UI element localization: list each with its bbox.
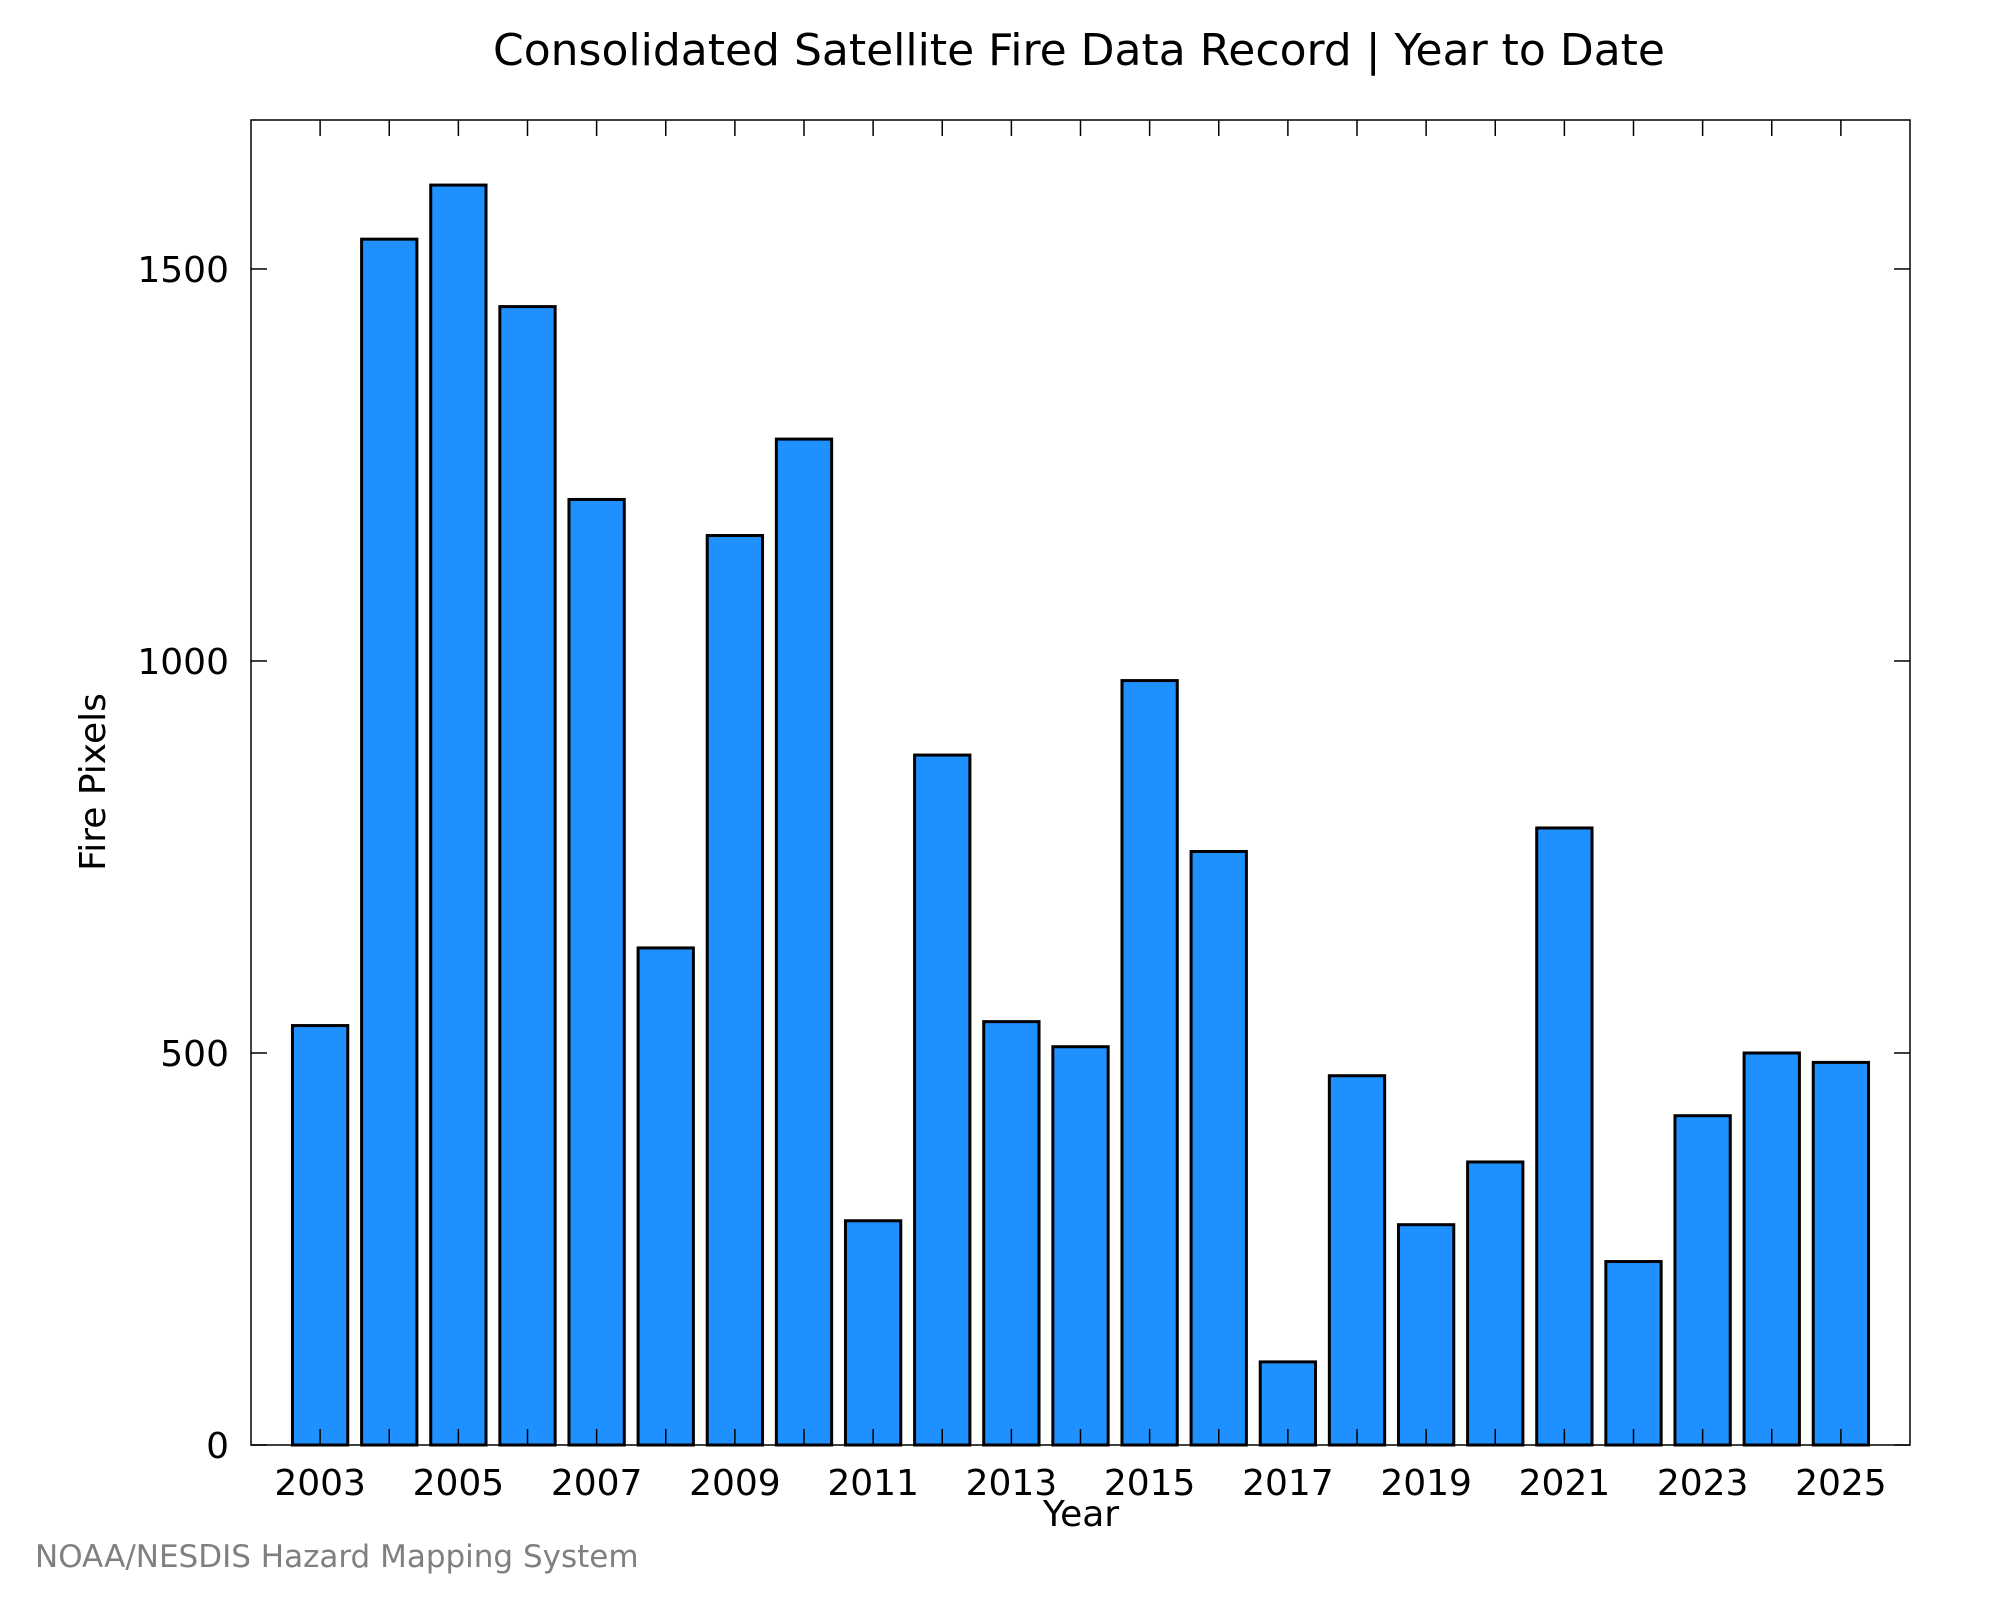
source-credit: NOAA/NESDIS Hazard Mapping System <box>35 1539 639 1575</box>
bar-2007 <box>567 497 626 1447</box>
y-tick-label-0: 0 <box>206 1426 229 1467</box>
bar-2021 <box>1535 826 1594 1447</box>
y-tick-label-500: 500 <box>160 1034 229 1075</box>
y-tick-label-1500: 1500 <box>137 250 229 291</box>
x-tick-label-2007: 2007 <box>551 1463 643 1504</box>
x-tick-label-2025: 2025 <box>1795 1463 1887 1504</box>
x-tick-label-2011: 2011 <box>827 1463 919 1504</box>
bar-2024 <box>1742 1051 1801 1447</box>
bar-2016 <box>1189 849 1248 1447</box>
x-tick-label-2023: 2023 <box>1657 1463 1749 1504</box>
bar-2015 <box>1120 679 1179 1447</box>
bars-group <box>290 183 1871 1447</box>
bar-2022 <box>1604 1260 1663 1447</box>
x-tick-label-2013: 2013 <box>966 1463 1058 1504</box>
bar-2004 <box>360 237 419 1447</box>
x-tick-label-2021: 2021 <box>1519 1463 1611 1504</box>
bar-2009 <box>705 534 765 1447</box>
bar-2010 <box>774 437 834 1447</box>
bar-2025 <box>1811 1060 1871 1447</box>
bar-2014 <box>1051 1045 1110 1447</box>
bar-2008 <box>636 946 695 1447</box>
x-tick-label-2005: 2005 <box>413 1463 505 1504</box>
bar-2005 <box>429 183 488 1447</box>
y-axis-label: Fire Pixels <box>73 693 114 871</box>
bar-2018 <box>1327 1074 1387 1447</box>
x-tick-label-2017: 2017 <box>1242 1463 1334 1504</box>
bar-2003 <box>290 1024 350 1447</box>
bar-2020 <box>1466 1160 1525 1447</box>
bar-2011 <box>843 1219 903 1447</box>
x-axis-label: Year <box>1042 1494 1119 1535</box>
bar-2012 <box>913 753 972 1447</box>
x-tick-label-2019: 2019 <box>1380 1463 1472 1504</box>
x-tick-label-2015: 2015 <box>1104 1463 1196 1504</box>
x-tick-label-2003: 2003 <box>274 1463 366 1504</box>
chart-title: Consolidated Satellite Fire Data Record … <box>493 25 1665 76</box>
x-tick-label-2009: 2009 <box>689 1463 781 1504</box>
bar-2023 <box>1673 1114 1732 1447</box>
bar-2006 <box>498 305 557 1447</box>
ticks-group: 2003 2005 2007 2009 2011 2013 2015 2017 2019 2021… <box>137 120 1910 1504</box>
bar-2013 <box>982 1020 1041 1447</box>
bar-2019 <box>1396 1223 1456 1447</box>
y-tick-label-1000: 1000 <box>137 642 229 683</box>
